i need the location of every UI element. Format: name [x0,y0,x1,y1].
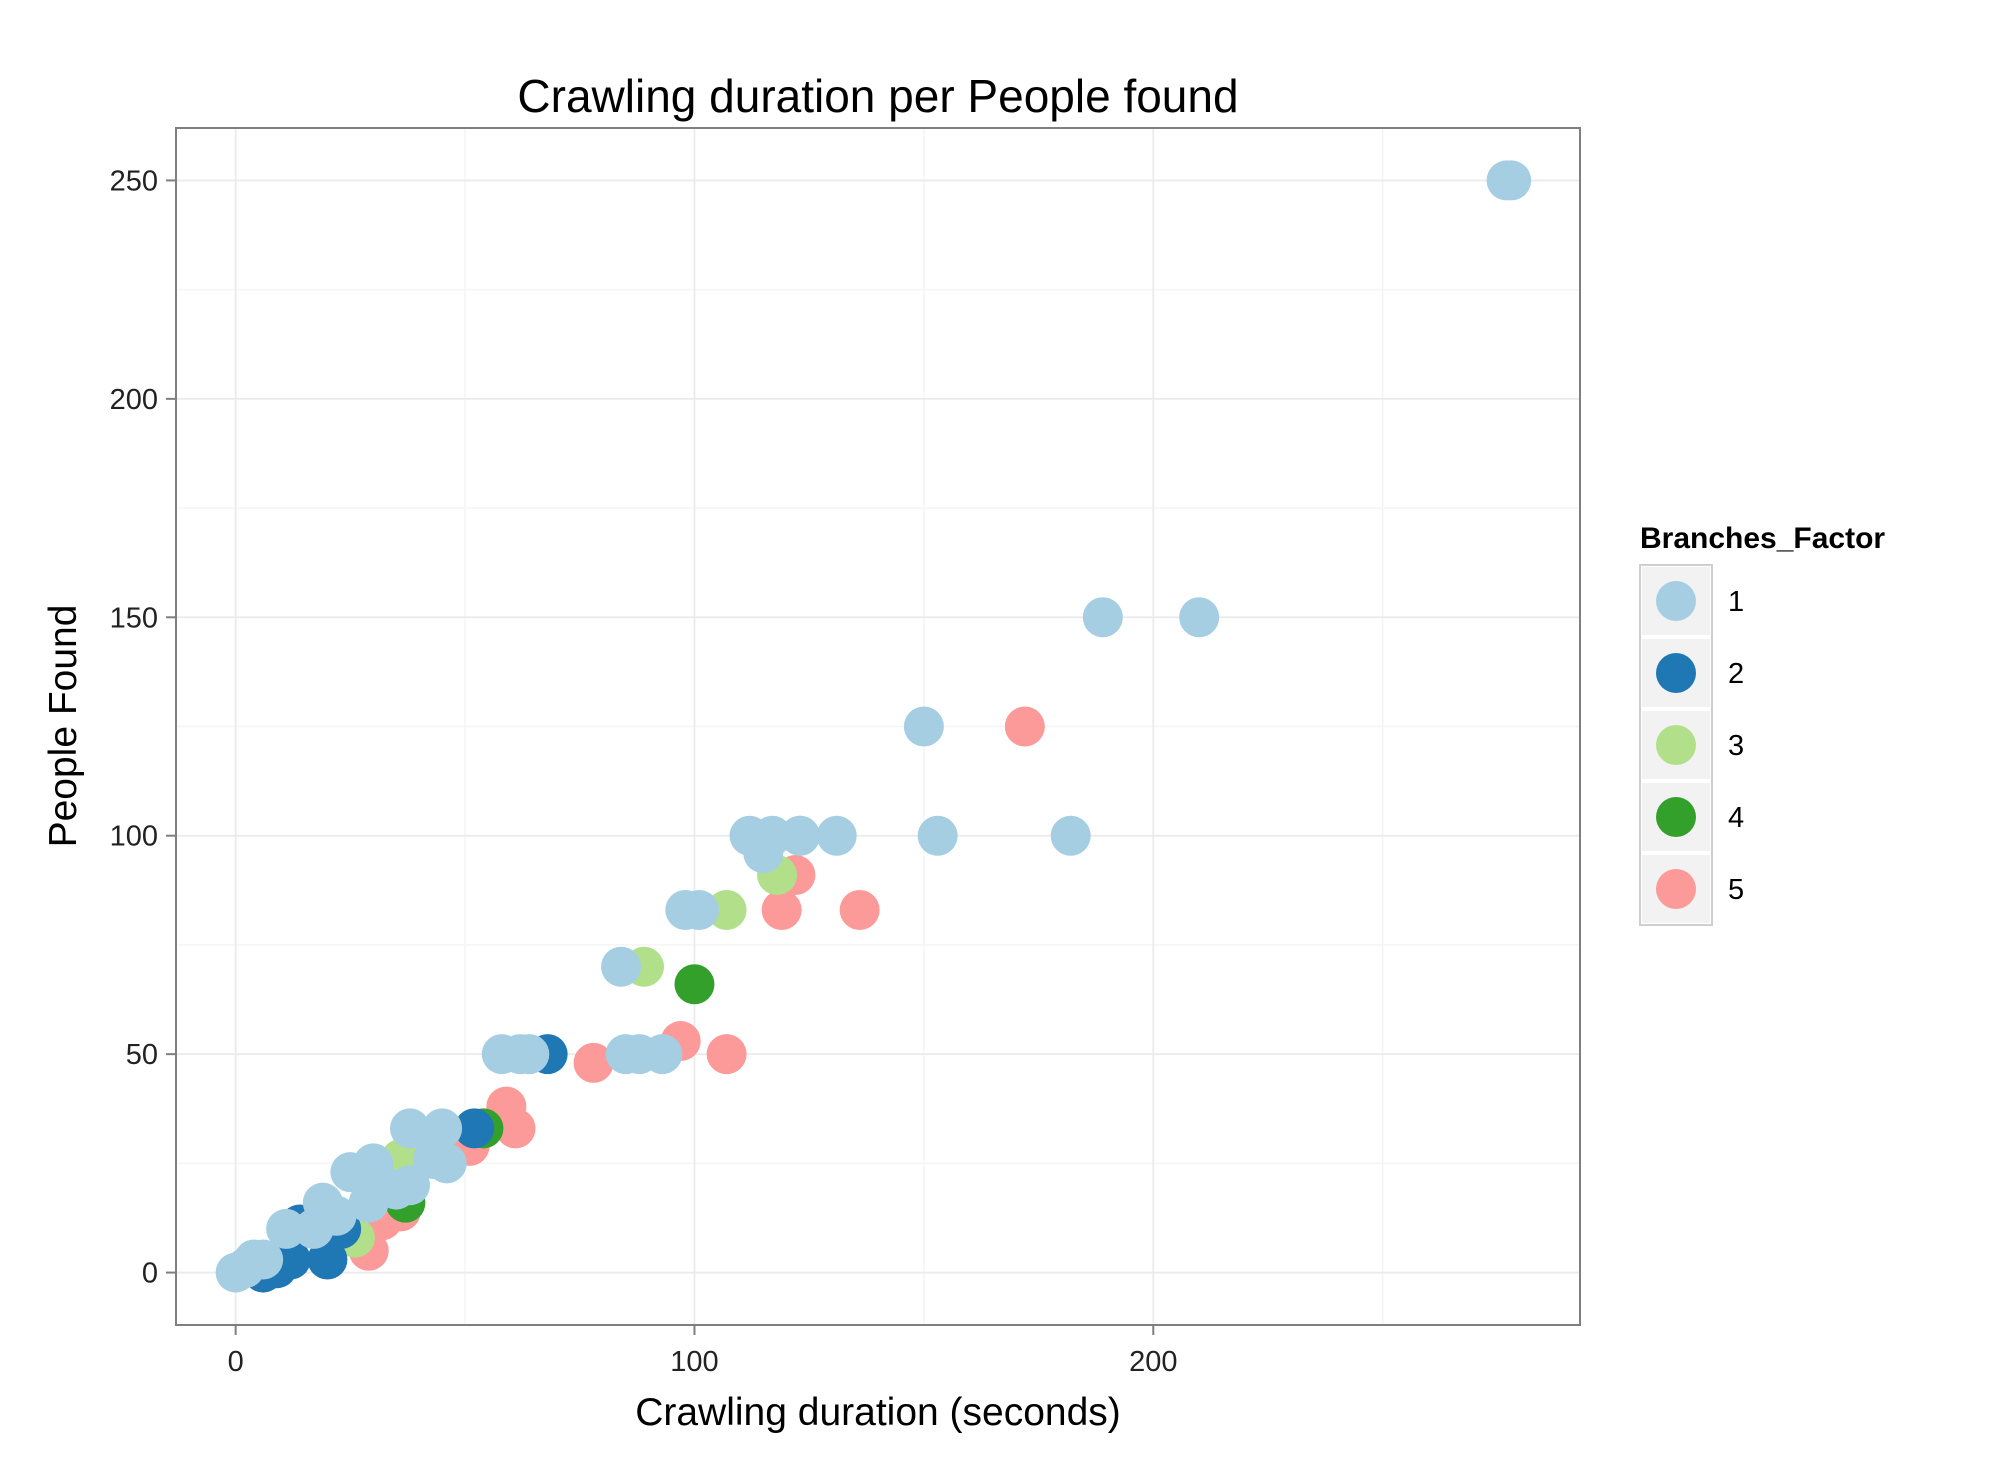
data-point-series-1 [1050,815,1091,856]
x-tick-label: 0 [228,1346,244,1378]
legend-key-4 [1656,797,1696,837]
legend: Branches_Factor 1 2 3 4 5 [1638,522,1885,927]
data-point-series-5 [495,1108,536,1149]
x-tick-label: 100 [670,1346,718,1378]
data-point-series-1 [509,1034,550,1075]
legend-key-3 [1656,725,1696,765]
data-point-series-1 [1491,160,1532,201]
x-tick-label: 200 [1129,1346,1177,1378]
data-point-series-4 [674,964,715,1005]
y-tick-label: 250 [110,165,158,197]
data-point-series-2 [270,1239,311,1280]
data-point-series-1 [917,815,958,856]
data-point-series-1 [642,1034,683,1075]
x-axis: 0 100 200 [228,1325,1177,1378]
grid-major [176,128,1580,1325]
data-point-series-2 [307,1239,348,1280]
legend-label-2: 2 [1728,658,1744,690]
data-point-series-2 [454,1108,495,1149]
legend-key-5 [1656,869,1696,909]
data-point-series-1 [390,1165,430,1206]
data-point-series-1 [601,946,642,987]
data-point-series-1 [780,815,820,856]
y-tick-label: 100 [110,821,158,853]
chart-title: Crawling duration per People found [517,70,1238,122]
x-axis-title: Crawling duration (seconds) [635,1391,1121,1434]
y-axis-title: People Found [42,605,85,848]
data-point-series-1 [390,1108,430,1149]
legend-label-1: 1 [1728,586,1744,618]
legend-label-4: 4 [1728,802,1744,834]
data-point-series-5 [573,1042,614,1083]
data-point-series-1 [1179,597,1220,638]
legend-border [1639,564,1713,926]
data-point-series-3 [706,889,747,930]
y-tick-label: 0 [142,1258,158,1290]
y-tick-label: 150 [110,602,158,634]
data-point-series-1 [266,1208,307,1249]
data-point-series-1 [243,1239,284,1280]
y-tick-label: 50 [126,1039,158,1071]
data-points [215,160,1532,1293]
data-point-series-5 [761,889,802,930]
data-point-series-1 [426,1143,467,1184]
plot-border [175,127,1581,1326]
data-point-series-5 [1004,706,1045,747]
legend-label-3: 3 [1728,730,1744,762]
y-axis: 0 50 100 150 200 250 [110,165,176,1290]
data-point-series-1 [316,1195,357,1236]
y-tick-label: 200 [110,384,158,416]
legend-title: Branches_Factor [1640,522,1885,555]
legend-key-1 [1656,581,1696,621]
data-point-series-1 [903,706,944,747]
legend-label-5: 5 [1728,874,1744,906]
data-point-series-1 [679,889,720,930]
data-point-series-1 [816,815,857,856]
data-point-series-1 [422,1108,463,1149]
data-point-series-1 [752,815,793,856]
legend-key-2 [1656,653,1696,693]
data-point-series-5 [706,1034,747,1075]
data-point-series-1 [1082,597,1123,638]
data-point-series-5 [839,889,880,930]
